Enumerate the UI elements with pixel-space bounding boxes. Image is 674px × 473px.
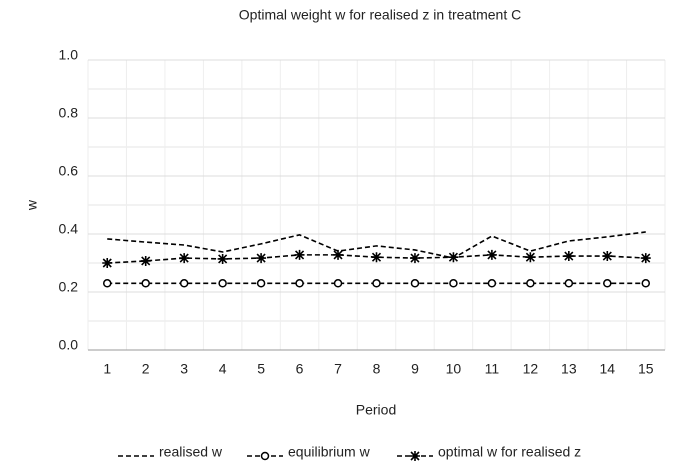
x-tick-label: 4: [219, 361, 227, 377]
legend-label: realised w: [159, 444, 223, 460]
point-marker: [372, 279, 381, 288]
point-marker: [526, 279, 535, 288]
y-tick-label: 1.0: [59, 47, 79, 63]
x-tick-label: 12: [523, 361, 539, 377]
x-tick-label: 9: [411, 361, 419, 377]
x-tick-label: 14: [600, 361, 616, 377]
legend-label: equilibrium w: [288, 444, 371, 460]
point-marker: [218, 279, 227, 288]
point-marker: [641, 279, 651, 288]
point-marker: [179, 279, 189, 288]
point-marker: [448, 252, 459, 263]
x-tick-label: 2: [142, 361, 150, 377]
y-tick-label: 0.4: [59, 221, 79, 237]
point-marker: [409, 253, 420, 264]
point-marker: [602, 251, 613, 262]
point-marker: [256, 253, 267, 264]
x-tick-label: 11: [485, 361, 500, 377]
x-tick-label: 7: [334, 361, 342, 377]
point-marker: [140, 255, 151, 266]
point-marker: [294, 249, 305, 260]
y-axis-label: w: [24, 199, 40, 211]
legend-marker: [260, 451, 270, 461]
point-marker: [295, 279, 304, 288]
legend-label: optimal w for realised z: [438, 444, 581, 460]
y-tick-label: 0.8: [59, 105, 79, 121]
point-marker: [141, 279, 150, 288]
point-marker: [410, 279, 420, 288]
x-axis-label: Period: [356, 402, 396, 418]
legend-marker: [410, 451, 420, 461]
point-marker: [256, 279, 266, 288]
point-marker: [333, 249, 344, 260]
series-line: [107, 254, 646, 264]
point-marker: [449, 279, 458, 288]
point-marker: [371, 252, 382, 263]
point-marker: [525, 252, 536, 263]
point-marker: [487, 279, 497, 288]
x-tick-label: 3: [180, 361, 188, 377]
point-marker: [563, 251, 574, 262]
point-marker: [640, 253, 651, 264]
x-tick-label: 15: [638, 361, 654, 377]
point-marker: [564, 279, 574, 288]
point-marker: [333, 279, 343, 288]
x-tick-label: 13: [561, 361, 577, 377]
y-tick-label: 0.6: [59, 163, 79, 179]
chart-title: Optimal weight w for realised z in treat…: [239, 7, 521, 23]
point-marker: [179, 253, 190, 264]
point-marker: [486, 249, 497, 260]
series-line: [107, 231, 646, 259]
point-marker: [603, 279, 612, 288]
x-tick-label: 6: [296, 361, 304, 377]
x-tick-label: 8: [373, 361, 381, 377]
x-tick-label: 1: [103, 361, 111, 377]
y-tick-label: 0.2: [59, 279, 79, 295]
y-tick-label: 0.0: [59, 337, 79, 353]
point-marker: [102, 258, 113, 268]
x-tick-label: 10: [446, 361, 462, 377]
x-tick-label: 5: [257, 361, 265, 377]
point-marker: [102, 279, 112, 288]
point-marker: [217, 253, 228, 264]
